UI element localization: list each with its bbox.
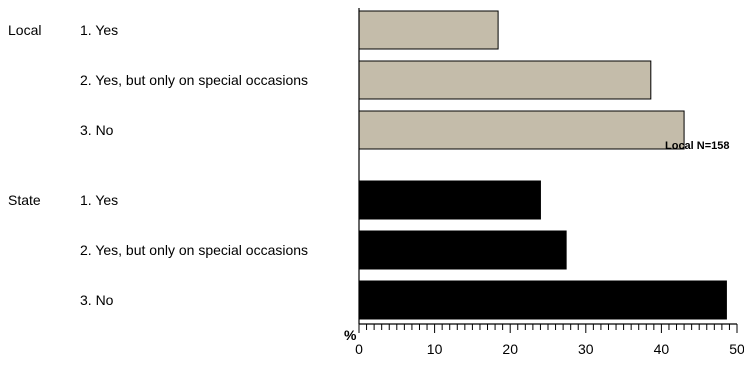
group-label-state: State bbox=[8, 192, 41, 208]
tick-label: 10 bbox=[427, 341, 443, 357]
tick-label: 20 bbox=[502, 341, 518, 357]
category-label: 1. Yes bbox=[80, 192, 118, 208]
bar-state-1 bbox=[358, 180, 541, 220]
category-label: 2. Yes, but only on special occasions bbox=[80, 72, 308, 88]
tick-label: 40 bbox=[654, 341, 670, 357]
bar-local-3 bbox=[358, 110, 685, 150]
bar-state-3 bbox=[358, 280, 727, 320]
bars-layer bbox=[358, 10, 727, 320]
x-axis-label: % bbox=[344, 327, 357, 343]
tick-label: 50 bbox=[729, 341, 744, 357]
sample-size-note-local: Local N=158 bbox=[665, 140, 730, 152]
category-labels: Local 1. Yes 2. Yes, but only on special o… bbox=[8, 22, 730, 321]
tick-label: 30 bbox=[578, 341, 594, 357]
category-label: 3. No bbox=[80, 122, 114, 138]
category-label: 1. Yes bbox=[80, 22, 118, 38]
x-axis-ticks: 0 10 20 30 40 50 bbox=[355, 324, 744, 357]
bar-local-1 bbox=[358, 10, 499, 50]
tick-label: 0 bbox=[355, 341, 363, 357]
bar-local-2 bbox=[358, 60, 652, 100]
group-label-local: Local bbox=[8, 22, 41, 38]
category-label: 3. No bbox=[80, 292, 114, 308]
sample-size-note-state: State N=14169 bbox=[652, 309, 727, 321]
category-label: 2. Yes, but only on special occasions bbox=[80, 242, 308, 258]
bar-state-2 bbox=[358, 230, 567, 270]
